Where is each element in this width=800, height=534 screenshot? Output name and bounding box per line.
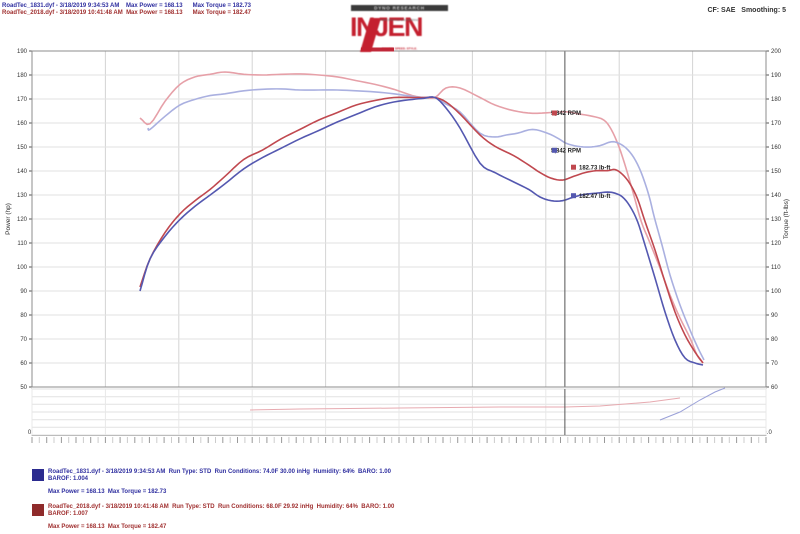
svg-text:180: 180: [17, 73, 28, 79]
svg-text:110: 110: [17, 241, 27, 247]
svg-text:90: 90: [771, 313, 778, 319]
svg-text:200: 200: [771, 49, 782, 55]
svg-text:130: 130: [771, 217, 782, 223]
svg-text:70: 70: [20, 337, 27, 343]
svg-text:110: 110: [771, 265, 781, 271]
svg-text:150: 150: [771, 169, 782, 175]
svg-text:190: 190: [771, 73, 782, 79]
svg-text:60: 60: [771, 385, 778, 391]
svg-text:182.47 lb-ft: 182.47 lb-ft: [579, 194, 610, 200]
svg-text:80: 80: [20, 313, 27, 319]
svg-text:Torque (ft-lbs): Torque (ft-lbs): [783, 199, 790, 239]
svg-text:60: 60: [20, 361, 27, 367]
svg-text:Power (hp): Power (hp): [5, 203, 12, 235]
svg-text:170: 170: [17, 97, 28, 103]
svg-text:182.73 lb-ft: 182.73 lb-ft: [579, 165, 610, 171]
svg-text:100: 100: [771, 289, 782, 295]
svg-text:150: 150: [17, 145, 28, 151]
svg-text:180: 180: [771, 97, 782, 103]
svg-text:190: 190: [17, 49, 28, 55]
svg-text:170: 170: [771, 121, 782, 127]
svg-text:140: 140: [17, 169, 28, 175]
svg-text:120: 120: [17, 217, 28, 223]
svg-text:DYNO RESEARCH: DYNO RESEARCH: [374, 6, 425, 11]
svg-text:INJEN: INJEN: [351, 12, 422, 42]
svg-text:POWER. SPEED. STYLE.: POWER. SPEED. STYLE.: [382, 47, 418, 51]
svg-text:160: 160: [771, 145, 782, 151]
svg-text:50: 50: [20, 385, 27, 391]
svg-text:90: 90: [20, 289, 27, 295]
svg-text:130: 130: [17, 193, 28, 199]
svg-text:140: 140: [771, 193, 782, 199]
svg-text:160: 160: [17, 121, 28, 127]
svg-text:120: 120: [771, 241, 782, 247]
svg-text:PERFORMANCE ENGINEERING: PERFORMANCE ENGINEERING: [380, 18, 419, 22]
svg-text:80: 80: [771, 337, 778, 343]
svg-text:100: 100: [17, 265, 28, 271]
svg-text:70: 70: [771, 361, 778, 367]
